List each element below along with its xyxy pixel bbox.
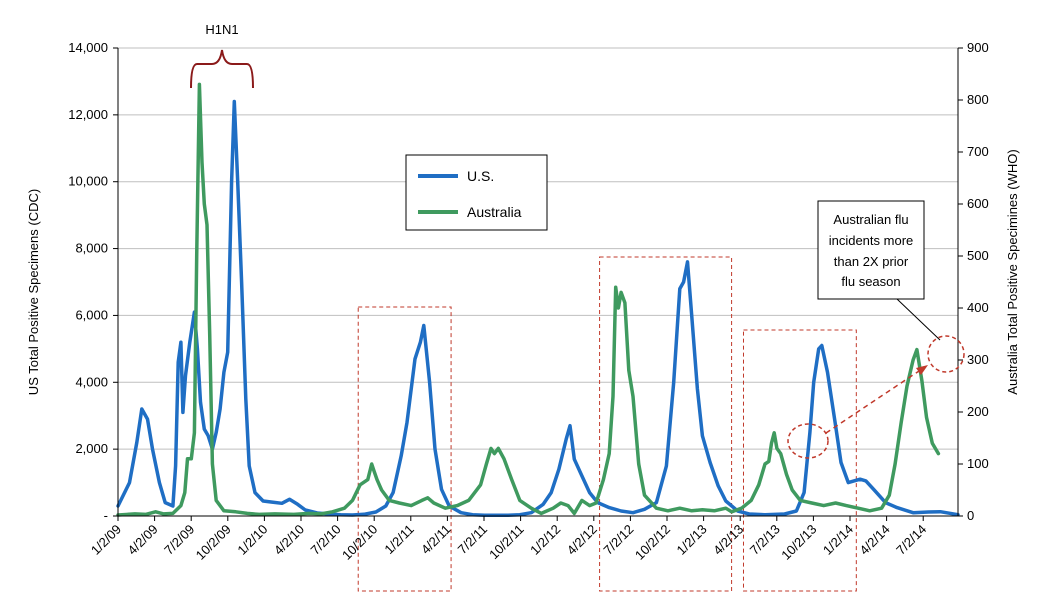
x-tick-label: 1/2/13 [674,522,710,558]
x-tick-label: 10/2/12 [632,522,673,563]
series-line-us [116,99,960,518]
note-line-1: Australian flu [833,212,908,227]
right-tick-label: 100 [967,456,989,471]
left-tick-label: 12,000 [68,107,108,122]
x-tick-label: 10/2/09 [193,522,234,563]
highlight-boxes [357,256,857,592]
note-pointer [896,298,941,341]
left-tick-label: - [104,508,108,523]
right-tick-label: 600 [967,196,989,211]
left-tick-label: 6,000 [75,307,108,322]
x-tick-label: 4/2/10 [271,522,307,558]
note-line-4: flu season [841,274,900,289]
left-tick-label: 8,000 [75,241,108,256]
x-tick-label: 1/2/11 [381,522,416,557]
note-line-3: than 2X prior [834,254,909,269]
left-y-ticks: - 2,000 4,000 6,000 8,000 10,000 12,000 14,000 [68,40,118,523]
axes [117,48,959,517]
x-tick-label: 1/2/10 [234,522,270,558]
x-tick-label: 10/2/13 [778,522,819,563]
x-tick-label: 10/2/10 [339,522,380,563]
right-y-ticks: 0 100 200 300 400 500 600 700 800 900 [958,40,989,523]
season-highlight-box [357,306,452,592]
peak-circle-2014 [927,335,965,373]
note-box [817,200,925,300]
series-lines [116,82,960,518]
x-tick-label: 4/2/12 [564,522,600,558]
series-line-australia [116,82,941,517]
right-tick-label: 0 [967,508,974,523]
x-tick-label: 4/2/11 [418,522,453,557]
left-tick-label: 14,000 [68,40,108,55]
right-tick-label: 700 [967,144,989,159]
x-tick-label: 7/2/14 [893,522,929,558]
right-axis-title: Australia Total Positive Specimines (WHO… [1005,149,1020,394]
h1n1-brace [190,49,254,89]
legend-box [405,154,548,231]
right-tick-label: 200 [967,404,989,419]
left-tick-label: 4,000 [75,374,108,389]
right-tick-label: 300 [967,352,989,367]
h1n1-label: H1N1 [205,22,238,37]
legend-us-label: U.S. [467,168,494,184]
right-tick-label: 400 [967,300,989,315]
note-line-2: incidents more [829,233,914,248]
comparison-arrow [825,368,923,434]
comparison-arrowhead [916,365,928,375]
x-tick-label: 1/2/14 [820,522,856,558]
right-tick-label: 500 [967,248,989,263]
peak-callouts [787,335,965,459]
x-tick-label: 4/2/09 [125,522,161,558]
right-tick-label: 800 [967,92,989,107]
season-highlight-box [742,329,857,592]
peak-circle-2013 [787,423,829,459]
x-tick-label: 10/2/11 [486,522,527,563]
season-highlight-box [599,256,733,592]
right-tick-label: 900 [967,40,989,55]
note-callout: Australian flu incidents more than 2X pr… [817,200,941,341]
h1n1-annotation: H1N1 [190,22,254,89]
x-tick-label: 1/2/09 [88,522,124,558]
left-tick-label: 10,000 [68,174,108,189]
left-tick-label: 2,000 [75,441,108,456]
x-tick-label: 1/2/12 [527,522,563,558]
legend: U.S. Australia [405,154,548,231]
x-tick-label: 7/2/11 [455,522,490,557]
left-axis-title: US Total Positive Specimens (CDC) [26,189,41,395]
x-tick-label: 4/2/14 [857,522,893,558]
legend-australia-label: Australia [467,204,522,220]
x-tick-label: 4/2/13 [710,522,746,558]
